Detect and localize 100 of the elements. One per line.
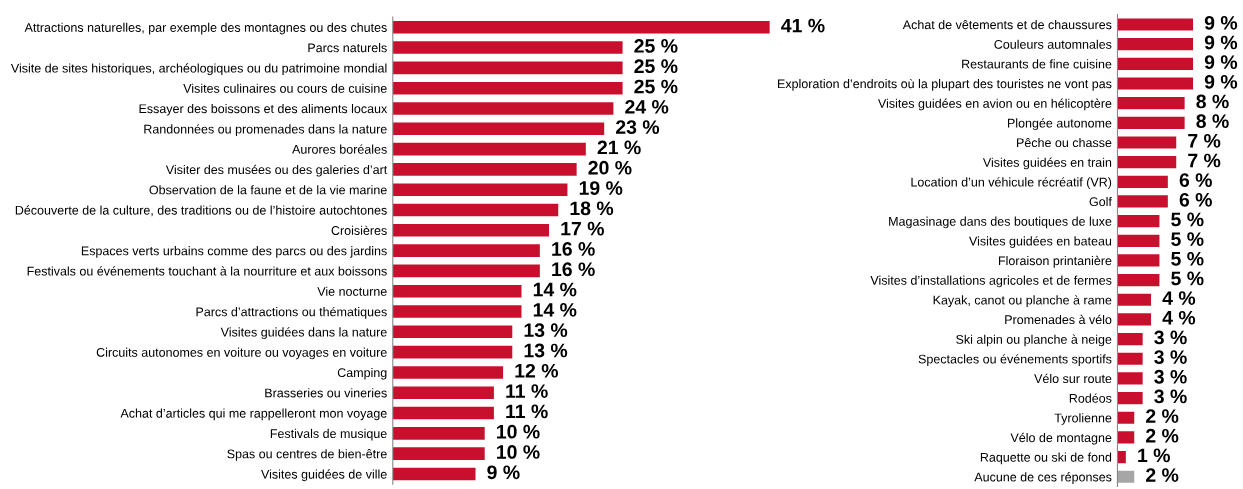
y-tick-label: Raquette ou ski de fond: [980, 452, 1112, 465]
data-label: 21 %: [597, 140, 641, 155]
data-label: 11 %: [506, 384, 548, 398]
bar: [1117, 156, 1177, 169]
bar: [1117, 234, 1160, 247]
y-tick-label: Croisières: [331, 225, 387, 235]
data-label: 17 %: [561, 221, 604, 236]
data-label: 10 %: [497, 424, 540, 439]
y-tick-label: Festivals ou événements touchant à la nourriture et aux boissons: [27, 266, 387, 276]
data-label: 3 %: [1154, 330, 1187, 345]
bar: [1117, 38, 1194, 51]
data-label: 11 %: [506, 404, 548, 419]
bar: [1117, 136, 1177, 149]
y-tick-label: Visites guidées en train: [982, 157, 1112, 170]
data-label: 24 %: [625, 99, 669, 114]
y-tick-label: Visiter des musées ou des galeries d’art: [165, 164, 388, 177]
y-tick-label: Observation de la faune et de la vie marine: [149, 185, 387, 195]
y-tick-label: Visites culinaires ou cours de cuisine: [183, 83, 387, 93]
bar: [392, 102, 614, 115]
data-label: 18 %: [570, 201, 614, 216]
bar: [392, 366, 504, 379]
bar: [1117, 116, 1185, 129]
data-label: 20 %: [588, 160, 632, 175]
bar: [392, 406, 494, 420]
y-tick-label: Kayak, canot ou planche à rame: [933, 295, 1112, 307]
data-label: 6 %: [1179, 173, 1212, 188]
bar: [1117, 431, 1135, 444]
data-label: 9 %: [1204, 55, 1238, 70]
bar: [1117, 215, 1160, 228]
bar: [1117, 470, 1135, 483]
data-label: 4 %: [1162, 291, 1196, 305]
y-tick-label: Spas ou centres de bien-être: [227, 449, 387, 461]
bar: [1117, 77, 1194, 90]
y-tick-label: Floraison printanière: [998, 255, 1112, 268]
data-label: 10 %: [497, 445, 540, 459]
bar: [392, 224, 550, 237]
y-tick-label: Exploration d’endroits où la plupart des touristes ne vont pas: [778, 78, 1112, 91]
y-tick-label: Location d’un véhicule récréatif (VR): [911, 177, 1112, 189]
data-label: 25 %: [634, 39, 678, 53]
y-tick-label: Tyrolienne: [1054, 413, 1112, 425]
data-label: 25 %: [634, 59, 678, 74]
data-label: 2 %: [1146, 468, 1179, 482]
data-label: 9 %: [1204, 35, 1238, 50]
bar: [392, 61, 623, 75]
y-tick-label: Couleurs automnales: [994, 39, 1112, 49]
bar: [392, 20, 770, 34]
data-label: 25 %: [634, 79, 678, 94]
data-label: 12 %: [515, 363, 559, 378]
bar: [1117, 352, 1143, 365]
data-label: 13 %: [524, 343, 568, 358]
bar: [1117, 195, 1168, 208]
data-label: 19 %: [579, 181, 623, 195]
bar: [1117, 175, 1168, 188]
y-tick-label: Vie nocturne: [317, 286, 387, 296]
bar: [392, 447, 485, 460]
y-tick-label: Attractions naturelles, par exemple des montagnes ou des chutes: [24, 22, 387, 35]
y-tick-label: Visites guidées de ville: [261, 469, 387, 482]
y-tick-label: Visites d’installations agricoles et de fermes: [870, 275, 1112, 288]
y-tick-label: Parcs d’attractions ou thématiques: [196, 306, 387, 319]
bar: [1117, 254, 1160, 267]
bar: [392, 386, 494, 400]
bar: [392, 264, 540, 278]
y-tick-label: Achat de vêtements et de chaussures: [902, 19, 1112, 30]
data-label: 14 %: [533, 303, 577, 317]
data-label: 9 %: [487, 465, 520, 480]
data-label: 16 %: [552, 262, 595, 277]
bar: [392, 81, 623, 95]
bar: [1117, 313, 1152, 326]
data-label: 1 %: [1138, 448, 1170, 463]
y-tick-label: Visites guidées en bateau: [969, 236, 1112, 248]
y-tick-label: Rodéos: [1069, 393, 1112, 403]
data-label: 2 %: [1146, 409, 1179, 423]
bar: [1117, 57, 1194, 70]
y-tick-label: Vélo sur route: [1034, 373, 1112, 384]
bar: [392, 325, 513, 339]
y-tick-label: Brasseries ou vineries: [265, 388, 387, 398]
bar: [392, 163, 577, 176]
bar: [392, 467, 476, 481]
bar: [1117, 18, 1194, 31]
y-tick-label: Magasinage dans des boutiques de luxe: [889, 216, 1112, 229]
data-label: 8 %: [1196, 94, 1229, 109]
bar: [392, 305, 522, 318]
bar: [1117, 97, 1185, 110]
y-tick-label: Visite de sites historiques, archéologiques ou du patrimoine mondial: [10, 63, 387, 76]
bar: [1117, 391, 1143, 405]
data-label: 3 %: [1154, 369, 1187, 384]
data-label: 2 %: [1146, 428, 1179, 443]
data-label: 23 %: [615, 120, 660, 135]
y-tick-label: Plongée autonome: [1007, 118, 1112, 131]
bar: [392, 142, 586, 156]
y-tick-label: Aucune de ces réponses: [974, 472, 1112, 484]
y-tick-label: Ski alpin ou planche à neige: [956, 334, 1112, 347]
data-label: 14 %: [533, 282, 577, 297]
data-label: 9 %: [1204, 74, 1238, 89]
y-tick-label: Espaces verts urbains comme des parcs ou des jardins: [81, 246, 387, 258]
y-tick-label: Achat d’articles qui me rappelleront mon voyage: [120, 408, 387, 421]
data-label: 3 %: [1154, 389, 1187, 404]
bar: [392, 203, 559, 217]
y-tick-label: Visites guidées en avion ou en hélicoptère: [878, 98, 1112, 111]
y-tick-label: Randonnées ou promenades dans la nature: [144, 124, 387, 136]
